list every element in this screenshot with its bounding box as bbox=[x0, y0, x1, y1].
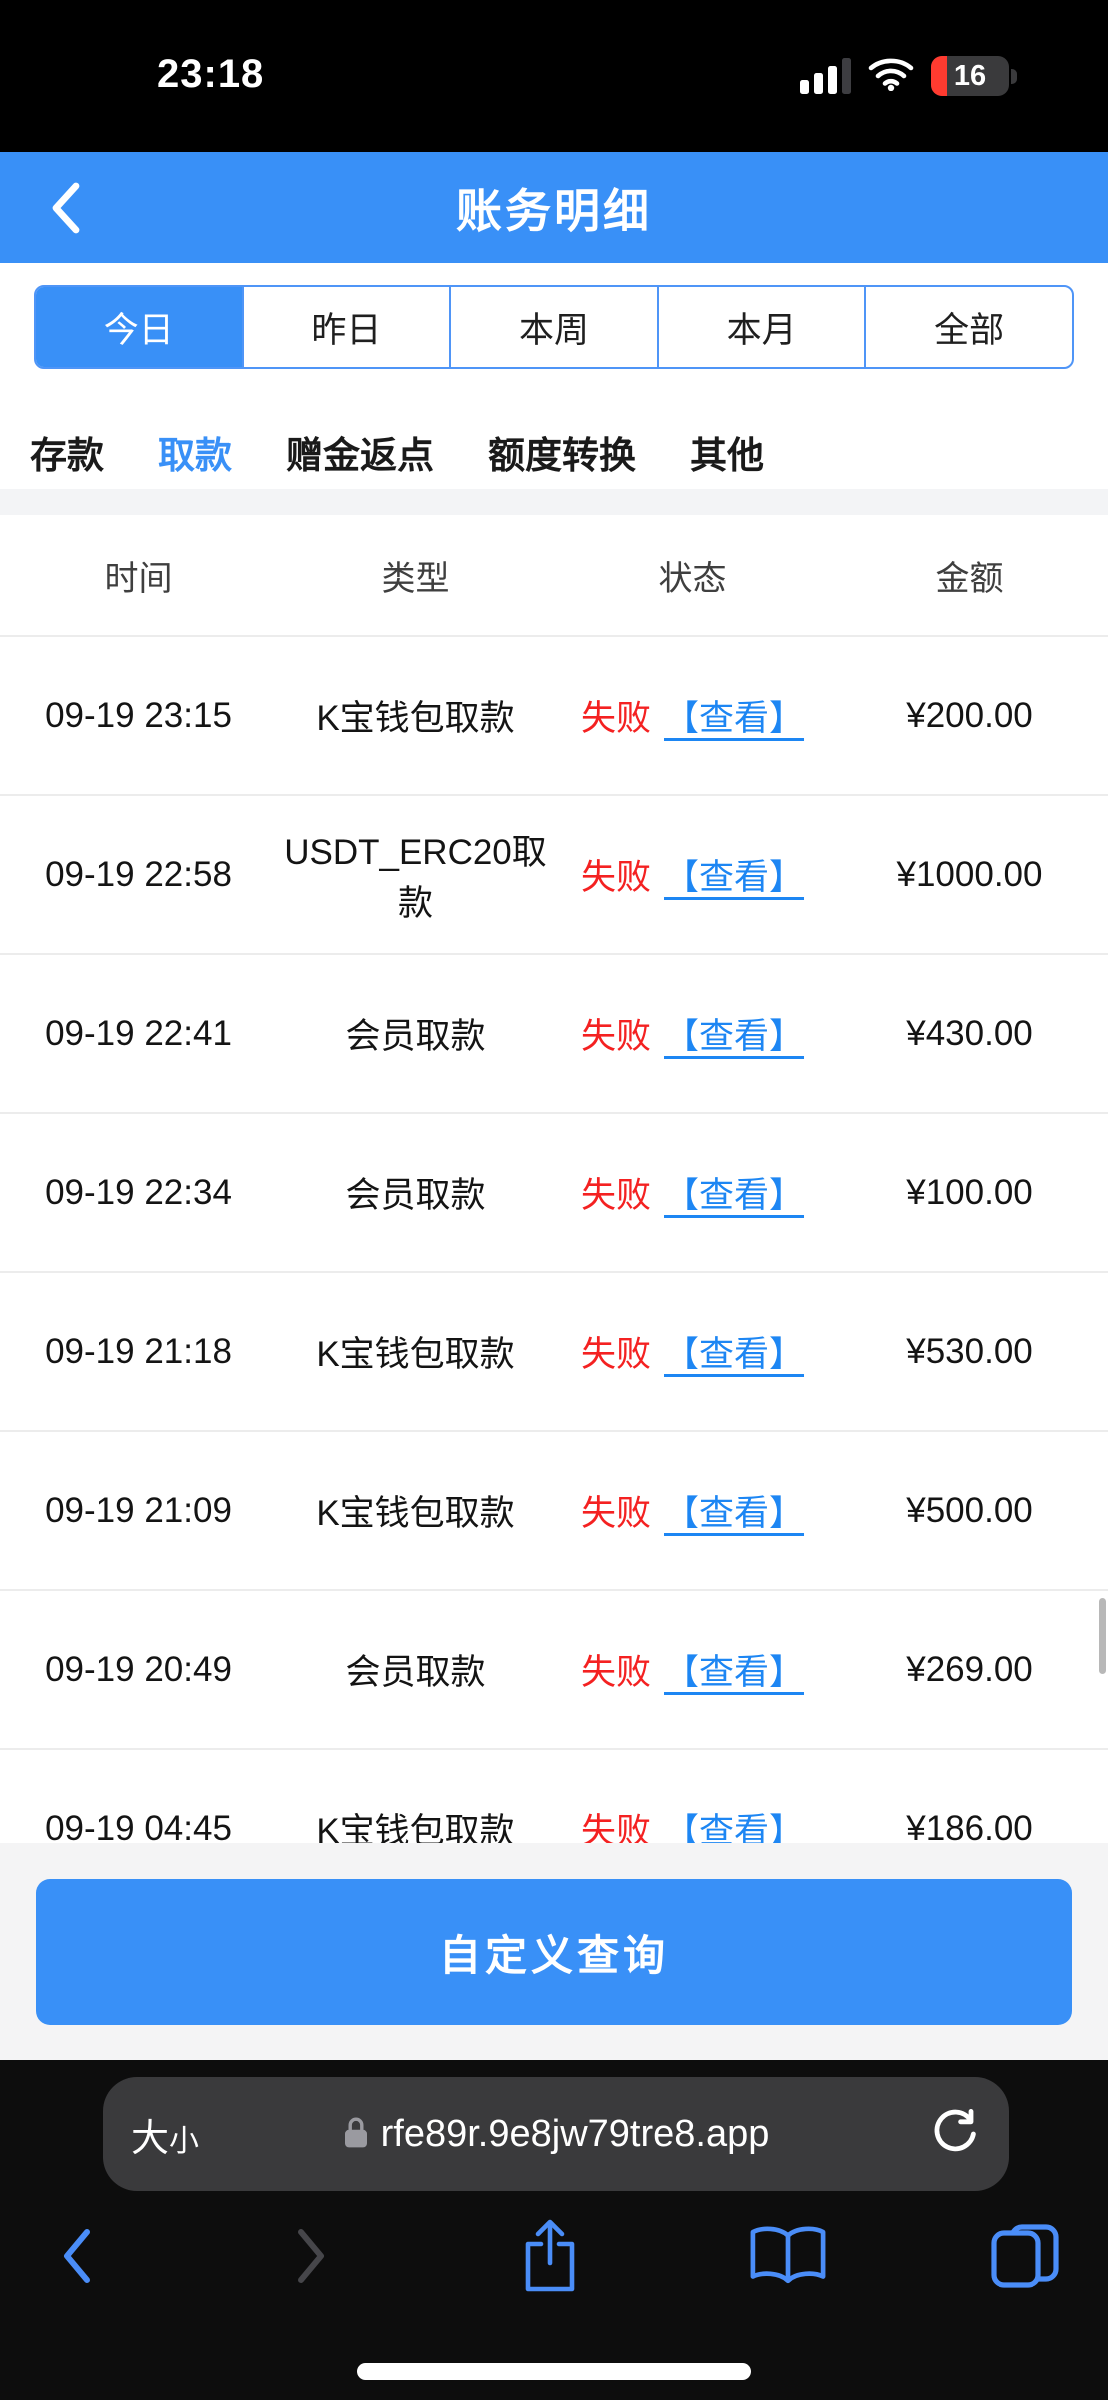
table-header: 时间 类型 状态 金额 bbox=[0, 515, 1108, 635]
bookmarks-button[interactable] bbox=[743, 2225, 833, 2287]
tab-all[interactable]: 全部 bbox=[864, 287, 1072, 367]
row-amount: ¥430.00 bbox=[906, 1013, 1033, 1053]
row-amount: ¥186.00 bbox=[906, 1808, 1033, 1848]
table-row: 09-19 22:34 会员取款 失败 【查看】 ¥100.00 bbox=[0, 1112, 1108, 1271]
row-time: 09-19 21:18 bbox=[45, 1331, 232, 1371]
col-time: 时间 bbox=[104, 559, 173, 598]
row-amount: ¥530.00 bbox=[906, 1331, 1033, 1371]
row-amount: ¥500.00 bbox=[906, 1490, 1033, 1530]
row-time: 09-19 22:34 bbox=[45, 1172, 232, 1212]
browser-chrome: 大 小 rfe89r.9e8jw79tre8.app bbox=[0, 2060, 1108, 2400]
status-fail-text: 失败 bbox=[580, 858, 651, 897]
table-row: 09-19 22:41 会员取款 失败 【查看】 ¥430.00 bbox=[0, 953, 1108, 1112]
row-time: 09-19 23:15 bbox=[45, 695, 232, 735]
row-type: 会员取款 bbox=[345, 1653, 486, 1692]
filter-quota-transfer[interactable]: 额度转换 bbox=[488, 435, 636, 476]
browser-toolbar bbox=[0, 2200, 1108, 2312]
wifi-icon bbox=[868, 57, 914, 96]
filter-other[interactable]: 其他 bbox=[690, 435, 764, 476]
status-fail-text: 失败 bbox=[580, 1017, 651, 1056]
book-icon bbox=[750, 2226, 825, 2284]
share-button[interactable] bbox=[505, 2219, 595, 2293]
tab-this-week[interactable]: 本周 bbox=[449, 287, 657, 367]
share-icon bbox=[525, 2219, 575, 2292]
tab-today[interactable]: 今日 bbox=[36, 287, 242, 367]
scrollbar-thumb[interactable] bbox=[1099, 1598, 1106, 1674]
battery-icon: 16 bbox=[931, 56, 1017, 96]
row-time: 09-19 04:45 bbox=[45, 1808, 232, 1848]
filter-deposit[interactable]: 存款 bbox=[30, 435, 104, 476]
row-amount: ¥269.00 bbox=[906, 1649, 1033, 1689]
row-type: K宝钱包取款 bbox=[316, 699, 515, 738]
tab-this-month[interactable]: 本月 bbox=[656, 287, 865, 367]
chevron-left-icon bbox=[52, 182, 80, 234]
filter-bonus-rebate[interactable]: 赠金返点 bbox=[286, 435, 434, 476]
status-fail-text: 失败 bbox=[580, 1176, 651, 1215]
row-time: 09-19 22:41 bbox=[45, 1013, 232, 1053]
font-size-button[interactable]: 大 小 bbox=[131, 2117, 200, 2160]
col-amount: 金额 bbox=[935, 559, 1004, 598]
row-type: 会员取款 bbox=[345, 1176, 486, 1215]
type-filter-bar: 存款 取款 赠金返点 额度转换 其他 bbox=[30, 423, 764, 481]
section-divider bbox=[0, 489, 1108, 515]
home-indicator[interactable] bbox=[357, 2363, 751, 2380]
cellular-signal-icon bbox=[800, 58, 851, 94]
row-type: USDT_ERC20取款 bbox=[284, 832, 547, 923]
table-row: 09-19 21:09 K宝钱包取款 失败 【查看】 ¥500.00 bbox=[0, 1430, 1108, 1589]
battery-percent: 16 bbox=[953, 59, 987, 92]
view-link[interactable]: 【查看】 bbox=[664, 1335, 805, 1374]
tabs-button[interactable] bbox=[980, 2223, 1070, 2289]
col-status: 状态 bbox=[658, 559, 727, 598]
table-row: 09-19 21:18 K宝钱包取款 失败 【查看】 ¥530.00 bbox=[0, 1271, 1108, 1430]
status-fail-text: 失败 bbox=[580, 1335, 651, 1374]
filter-withdrawal[interactable]: 取款 bbox=[158, 435, 232, 476]
view-link[interactable]: 【查看】 bbox=[664, 699, 805, 738]
row-time: 09-19 20:49 bbox=[45, 1649, 232, 1689]
battery-fill bbox=[931, 56, 947, 96]
bottom-panel: 自定义查询 bbox=[0, 1843, 1108, 2060]
tab-yesterday[interactable]: 昨日 bbox=[241, 287, 450, 367]
status-time: 23:18 bbox=[157, 52, 265, 96]
row-time: 09-19 21:09 bbox=[45, 1490, 232, 1530]
status-fail-text: 失败 bbox=[580, 1494, 651, 1533]
reload-icon[interactable] bbox=[931, 2109, 979, 2164]
view-link[interactable]: 【查看】 bbox=[664, 858, 805, 897]
row-type: K宝钱包取款 bbox=[316, 1335, 515, 1374]
table-row: 09-19 23:15 K宝钱包取款 失败 【查看】 ¥200.00 bbox=[0, 635, 1108, 794]
chevron-right-icon bbox=[297, 2229, 324, 2283]
table-row: 09-19 22:58 USDT_ERC20取款 失败 【查看】 ¥1000.0… bbox=[0, 794, 1108, 953]
url-text: rfe89r.9e8jw79tre8.app bbox=[380, 2112, 770, 2155]
chevron-left-icon bbox=[64, 2229, 90, 2283]
table-row: 09-19 20:49 会员取款 失败 【查看】 ¥269.00 bbox=[0, 1589, 1108, 1748]
lock-icon bbox=[343, 2115, 369, 2154]
date-range-tabs: 今日 昨日 本周 本月 全部 bbox=[34, 285, 1074, 369]
row-amount: ¥100.00 bbox=[906, 1172, 1033, 1212]
row-time: 09-19 22:58 bbox=[45, 854, 232, 894]
row-amount: ¥200.00 bbox=[906, 695, 1033, 735]
back-button[interactable] bbox=[50, 182, 80, 239]
view-link[interactable]: 【查看】 bbox=[664, 1017, 805, 1056]
status-bar: 23:18 16 bbox=[0, 0, 1108, 152]
row-type: K宝钱包取款 bbox=[316, 1494, 515, 1533]
transaction-list: 09-19 23:15 K宝钱包取款 失败 【查看】 ¥200.00 09-19… bbox=[0, 635, 1108, 1907]
tabs-icon bbox=[991, 2224, 1059, 2288]
row-amount: ¥1000.00 bbox=[896, 854, 1043, 894]
page-title: 账务明细 bbox=[456, 184, 652, 237]
col-type: 类型 bbox=[381, 559, 450, 598]
url-bar[interactable]: 大 小 rfe89r.9e8jw79tre8.app bbox=[103, 2077, 1009, 2191]
status-fail-text: 失败 bbox=[580, 1653, 651, 1692]
app-header: 账务明细 bbox=[0, 152, 1108, 263]
custom-query-button[interactable]: 自定义查询 bbox=[36, 1879, 1072, 2025]
nav-back-button[interactable] bbox=[30, 2226, 120, 2286]
status-fail-text: 失败 bbox=[580, 699, 651, 738]
view-link[interactable]: 【查看】 bbox=[664, 1494, 805, 1533]
view-link[interactable]: 【查看】 bbox=[664, 1176, 805, 1215]
view-link[interactable]: 【查看】 bbox=[664, 1653, 805, 1692]
row-type: 会员取款 bbox=[345, 1017, 486, 1056]
status-icons: 16 bbox=[800, 56, 1017, 96]
nav-forward-button[interactable] bbox=[268, 2226, 358, 2286]
